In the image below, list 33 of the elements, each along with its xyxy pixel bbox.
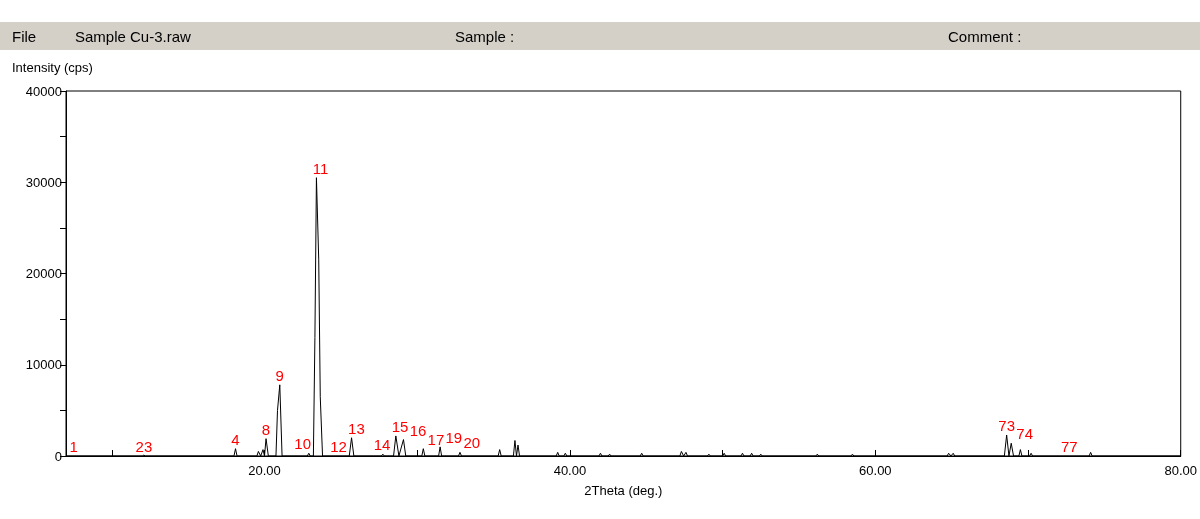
annotation: 23 xyxy=(135,438,153,455)
y-axis-title: Intensity (cps) xyxy=(12,59,93,75)
annotation: 15 xyxy=(391,417,409,435)
y-tick-label: 40000 xyxy=(25,83,62,99)
annotation: 19 xyxy=(445,428,463,446)
text: Sample Cu-3.raw xyxy=(75,27,192,45)
annotation: 8 xyxy=(261,420,271,438)
annotation: 10 xyxy=(294,435,312,453)
annotation: 17 xyxy=(427,430,445,448)
y-tick-label: 20000 xyxy=(25,266,62,281)
annotation: 11 xyxy=(312,159,329,177)
x-tick-label: 20.00 xyxy=(248,463,281,478)
annotation: 14 xyxy=(373,436,391,454)
x-tick-label: 80.00 xyxy=(1164,463,1198,478)
annotation: 9 xyxy=(275,366,284,384)
x-tick-label: 40.00 xyxy=(553,463,587,478)
y-tick-label: 10000 xyxy=(25,357,62,373)
y-tick-label: 0 xyxy=(54,448,62,464)
x-axis-title: 2Theta (deg.) xyxy=(584,483,663,498)
x-tick-label: 60.00 xyxy=(859,463,892,478)
annotation: 4 xyxy=(231,430,240,448)
annotation: 16 xyxy=(409,421,427,439)
annotation: 20 xyxy=(463,434,481,452)
text: File xyxy=(12,27,37,45)
text: Sample : xyxy=(455,27,515,45)
annotation: 73 xyxy=(998,417,1015,435)
annotation: 13 xyxy=(348,419,365,437)
text: Comment : xyxy=(948,27,1022,45)
annotation: 12 xyxy=(330,438,347,455)
annotation: 77 xyxy=(1060,438,1078,455)
annotation: 1 xyxy=(69,438,78,455)
y-tick-label: 30000 xyxy=(25,174,62,190)
annotation: 74 xyxy=(1016,425,1033,443)
